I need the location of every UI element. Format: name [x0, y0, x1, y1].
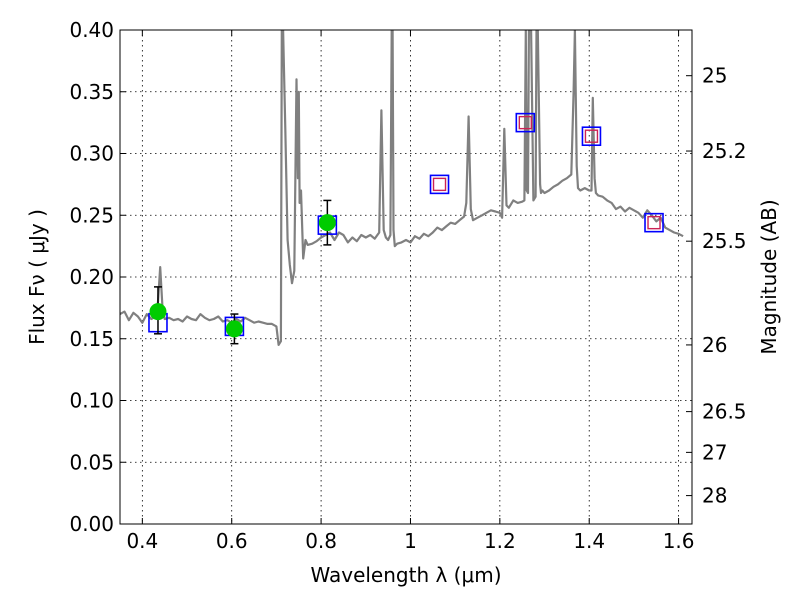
y-tick-label: 0.35: [69, 80, 114, 104]
model-photometry-box: [581, 126, 602, 147]
x-tick-label: 1.2: [484, 529, 516, 553]
grid-layer: [120, 30, 692, 524]
plot-clip-group: [120, 30, 684, 346]
y-tick-label: 0.40: [69, 18, 114, 42]
model-photometry-inner-box: [432, 177, 447, 192]
x-tick-label: 1: [404, 529, 417, 553]
y-tick-label: 0.05: [69, 450, 114, 474]
x-tick-label: 0.4: [126, 529, 158, 553]
observed-photometry-point: [225, 320, 243, 338]
model-photometry-box: [515, 112, 536, 133]
x-tick-label: 1.6: [663, 529, 695, 553]
x-tick-label: 1.4: [573, 529, 605, 553]
model-photometry-inner-box: [584, 129, 599, 143]
model-photometry-box: [429, 174, 450, 195]
y2-tick-label: 28: [702, 484, 727, 508]
y2-tick-label: 25: [702, 64, 727, 88]
plot-layer: [120, 30, 684, 346]
y-tick-label: 0.30: [69, 142, 114, 166]
y2-tick-label: 25.5: [702, 229, 747, 253]
y2-tick-label: 26.5: [702, 400, 747, 424]
y-tick-label: 0.15: [69, 327, 114, 351]
y-tick-label: 0.25: [69, 203, 114, 227]
y2-tick-label: 27: [702, 440, 727, 464]
x-axis-label: Wavelength λ (μm): [310, 563, 501, 587]
y-tick-label: 0.10: [69, 389, 114, 413]
y2-tick-label: 26: [702, 333, 727, 357]
model-photometry-inner-box: [518, 115, 533, 130]
y-axis-label: Flux Fν ( μJy ): [25, 209, 49, 345]
x-tick-label: 0.8: [305, 529, 337, 553]
observed-photometry-point: [149, 303, 167, 321]
y-tick-label: 0.20: [69, 265, 114, 289]
y2-tick-label: 25.2: [702, 139, 747, 163]
observed-photometry-point: [318, 214, 336, 232]
tick-layer: 0.4 0.6 0.8 1 1.2 1.4 1.6 0.00 0.05 0.10 0.15 0.20 0…: [69, 18, 746, 553]
y-tick-label: 0.00: [69, 512, 114, 536]
y2-axis-label: Magnitude (AB): [757, 199, 781, 354]
model-photometry-inner-box: [647, 215, 661, 230]
model-photometry-box: [644, 212, 664, 233]
x-tick-label: 0.6: [216, 529, 248, 553]
